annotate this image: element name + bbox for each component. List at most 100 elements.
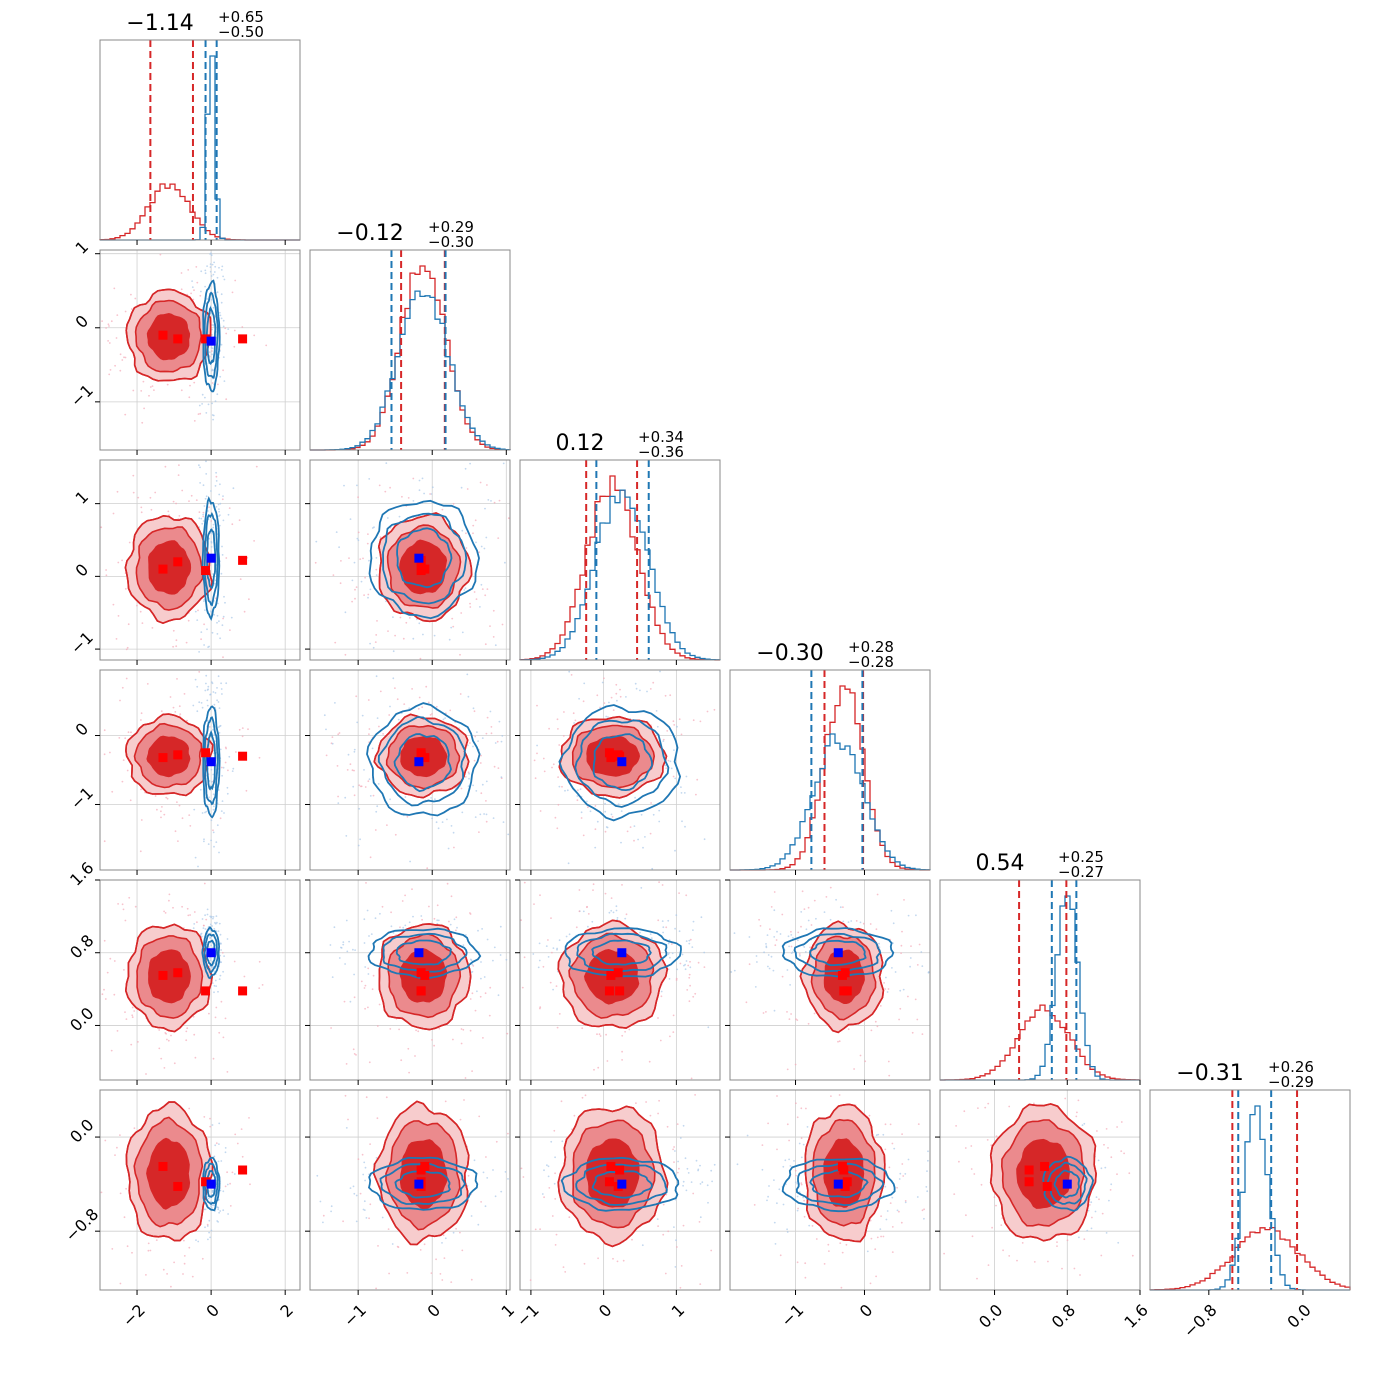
scatter-point-red (573, 1114, 576, 1117)
scatter-point-red (678, 1167, 680, 1170)
scatter-point-blue (215, 841, 218, 843)
scatter-point-red (372, 974, 375, 977)
panel-title-plus: +0.28 (848, 638, 894, 656)
scatter-point-blue (223, 812, 225, 814)
scatter-point-red (419, 657, 422, 660)
scatter-point-blue (216, 276, 219, 279)
scatter-point-red (187, 269, 190, 271)
marker-red (604, 1177, 614, 1187)
scatter-point-red (114, 364, 116, 367)
scatter-point-red (212, 829, 214, 832)
scatter-point-red (810, 924, 813, 926)
scatter-point-red (197, 609, 199, 612)
scatter-point-red (357, 1158, 360, 1161)
scatter-point-blue (553, 1182, 556, 1185)
scatter-point-red (900, 944, 903, 947)
scatter-point-blue (223, 278, 226, 281)
scatter-point-blue (803, 946, 806, 948)
hist-blue (1150, 1105, 1350, 1291)
scatter-point-red (828, 1250, 830, 1252)
scatter-point-red (382, 733, 384, 735)
scatter-point-red (472, 965, 475, 967)
scatter-point-red (419, 1249, 422, 1251)
scatter-point-blue (202, 484, 205, 487)
scatter-point-red (167, 510, 170, 513)
scatter-point-red (556, 718, 559, 721)
scatter-point-blue (196, 619, 199, 621)
hist-red (1149, 1226, 1351, 1291)
hist-blue (730, 733, 931, 871)
scatter-point-blue (890, 909, 893, 912)
scatter-point-blue (220, 572, 223, 575)
scatter-point-red (469, 998, 472, 1000)
scatter-point-blue (362, 1173, 365, 1176)
scatter-point-red (368, 728, 371, 730)
scatter-point-red (425, 685, 428, 688)
scatter-point-blue (221, 800, 224, 802)
scatter-point-blue (198, 517, 201, 520)
panel-4-1 (305, 879, 511, 1085)
scatter-point-red (991, 1226, 993, 1229)
scatter-point-red (375, 1287, 377, 1290)
scatter-point-blue (568, 933, 571, 936)
scatter-point-blue (898, 1178, 901, 1180)
scatter-point-red (248, 598, 250, 601)
scatter-point-blue (926, 1170, 928, 1172)
scatter-point-blue (1090, 1201, 1093, 1204)
scatter-point-red (183, 1239, 185, 1242)
contour-blue-1 (574, 719, 670, 808)
scatter-point-blue (547, 1165, 550, 1168)
scatter-point-red (218, 1031, 221, 1034)
scatter-point-red (119, 1282, 122, 1285)
scatter-point-blue (885, 1218, 888, 1221)
marker-blue (833, 1179, 843, 1189)
scatter-point-blue (416, 618, 418, 621)
scatter-point-blue (909, 965, 911, 968)
scatter-point-blue (375, 574, 378, 576)
scatter-point-red (1075, 1115, 1078, 1118)
scatter-point-blue (792, 937, 794, 939)
scatter-point-red (183, 693, 186, 695)
scatter-point-red (800, 1182, 803, 1184)
scatter-point-red (606, 1060, 609, 1062)
scatter-point-red (348, 557, 350, 559)
panel-4-0: 0.00.81.6 (66, 858, 301, 1085)
scatter-point-blue (216, 699, 219, 702)
scatter-point-red (497, 537, 500, 539)
scatter-point-red (485, 820, 488, 823)
scatter-point-red (374, 641, 377, 643)
panel-title-plus: +0.26 (1268, 1058, 1314, 1076)
scatter-point-red (164, 1032, 167, 1034)
scatter-point-blue (685, 960, 688, 962)
scatter-point-red (145, 1274, 147, 1276)
scatter-point-red (331, 736, 334, 738)
scatter-point-red (471, 992, 474, 995)
scatter-point-red (180, 389, 183, 392)
scatter-point-blue (582, 910, 585, 913)
scatter-point-blue (552, 988, 554, 991)
scatter-point-red (837, 1040, 839, 1043)
scatter-point-blue (617, 803, 620, 806)
scatter-point-blue (373, 526, 375, 529)
scatter-point-blue (699, 1216, 702, 1219)
scatter-point-red (149, 386, 152, 388)
contour-red-line-0 (372, 1100, 470, 1246)
scatter-point-red (887, 1060, 890, 1063)
panel-frame (309, 249, 511, 451)
scatter-point-red (247, 728, 249, 731)
scatter-point-red (1109, 1189, 1112, 1191)
panel-frame (99, 669, 301, 871)
scatter-point-red (649, 1114, 652, 1117)
scatter-point-blue (218, 725, 221, 728)
scatter-point-red (662, 1203, 665, 1206)
panel-title: −0.30 (756, 641, 823, 666)
scatter-point-red (692, 719, 695, 722)
scatter-point-blue (482, 1171, 485, 1174)
scatter-point-blue (357, 844, 360, 847)
scatter-point-blue (620, 841, 622, 844)
scatter-point-blue (878, 942, 880, 945)
contour-red-line-0 (378, 923, 472, 1031)
scatter-point-blue (466, 744, 469, 747)
scatter-point-red (688, 1000, 691, 1003)
scatter-point-blue (640, 813, 643, 816)
